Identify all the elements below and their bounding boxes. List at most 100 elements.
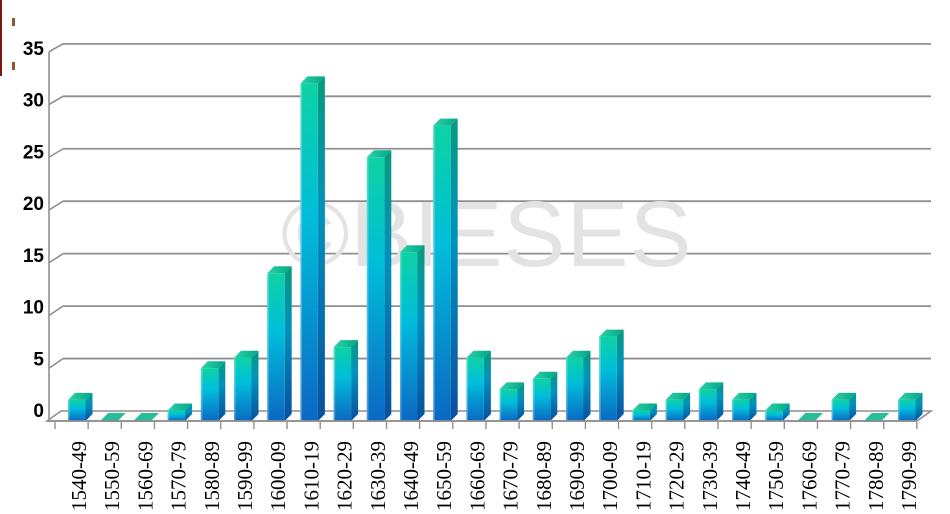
y-tick-label-25: 25 xyxy=(23,142,45,163)
bar-front-1630-39 xyxy=(366,157,385,421)
bar-highlight-1650-59 xyxy=(433,125,435,421)
bar-top-1640-49 xyxy=(400,245,425,253)
x-category-label-1740-49: 1740-49 xyxy=(731,441,755,511)
bar-top-1650-59 xyxy=(433,118,458,126)
bar-front-1750-59 xyxy=(765,410,783,421)
bar-front-1710-19 xyxy=(632,410,650,421)
gridline-connector-10 xyxy=(48,305,64,317)
bar-side-1540-49 xyxy=(85,392,93,421)
bar-side-1710-19 xyxy=(649,403,657,421)
bar-side-1700-09 xyxy=(616,329,624,421)
bar-highlight-1790-99 xyxy=(898,399,900,421)
bar-1680-89 xyxy=(532,371,558,421)
bar-highlight-1600-09 xyxy=(267,273,269,421)
bar-1540-49 xyxy=(68,392,93,421)
bar-highlight-1730-39 xyxy=(698,389,701,421)
bar-1660-69 xyxy=(466,350,491,421)
x-category-label-1560-69: 1560-69 xyxy=(133,441,157,511)
bar-highlight-1660-69 xyxy=(466,357,468,421)
bar-front-1540-49 xyxy=(68,399,86,421)
y-tick-label-15: 15 xyxy=(23,246,45,267)
bar-top-1690-99 xyxy=(566,350,591,358)
y-tick-label-30: 30 xyxy=(23,91,44,112)
bar-1730-39 xyxy=(698,382,724,421)
bar-top-1580-89 xyxy=(200,361,226,369)
bar-side-1670-79 xyxy=(517,382,525,421)
x-category-label-1640-49: 1640-49 xyxy=(399,441,423,511)
x-category-label-1760-69: 1760-69 xyxy=(797,441,821,511)
bar-1700-09 xyxy=(599,329,624,421)
x-category-label-1580-89: 1580-89 xyxy=(200,441,224,511)
bar-front-1770-79 xyxy=(831,399,850,421)
bar-front-1590-99 xyxy=(234,357,252,421)
bar-side-1750-59 xyxy=(782,403,790,421)
bar-zero-top-1780-89 xyxy=(864,413,890,420)
x-category-label-1550-59: 1550-59 xyxy=(100,441,124,511)
x-category-label-1600-09: 1600-09 xyxy=(266,441,290,511)
bar-top-1790-99 xyxy=(898,392,923,400)
x-category-label-1780-89: 1780-89 xyxy=(864,441,888,511)
bar-side-1650-59 xyxy=(450,118,458,421)
bar-highlight-1580-89 xyxy=(200,368,203,421)
y-tick-label-0: 0 xyxy=(33,401,44,422)
gridlines-layer xyxy=(48,42,931,369)
bar-side-1640-49 xyxy=(417,245,425,421)
bar-front-1620-29 xyxy=(333,347,352,421)
bar-top-1670-79 xyxy=(499,382,525,390)
bar-zero-top-1760-69 xyxy=(798,413,823,420)
bar-side-1720-29 xyxy=(683,392,691,421)
bar-front-1690-99 xyxy=(566,357,584,421)
bar-highlight-1710-19 xyxy=(632,410,634,421)
bar-1580-89 xyxy=(200,361,226,421)
bar-front-1740-49 xyxy=(732,399,750,421)
bar-front-1700-09 xyxy=(599,336,617,421)
bar-highlight-1750-59 xyxy=(765,410,767,421)
bar-front-1610-19 xyxy=(300,83,318,422)
bar-side-1610-19 xyxy=(317,76,325,422)
bar-highlight-1720-29 xyxy=(665,399,668,421)
bar-side-1620-29 xyxy=(351,340,359,421)
bar-front-1580-89 xyxy=(200,368,219,421)
bar-top-1680-89 xyxy=(532,371,558,379)
bar-1630-39 xyxy=(366,150,392,421)
gridline-connector-30 xyxy=(48,95,64,106)
bar-highlight-1680-89 xyxy=(532,378,535,421)
bar-top-1570-79 xyxy=(167,403,193,411)
bar-front-1670-79 xyxy=(499,389,518,421)
bar-1620-29 xyxy=(333,340,359,421)
bar-side-1660-69 xyxy=(483,350,491,421)
y-tick-label-35: 35 xyxy=(23,39,45,60)
x-category-label-1570-79: 1570-79 xyxy=(167,441,191,511)
y-tick-label-5: 5 xyxy=(33,349,44,370)
gridline-connector-25 xyxy=(48,148,64,158)
bar-1770-79 xyxy=(831,392,857,421)
bar-highlight-1590-99 xyxy=(234,357,236,421)
x-category-label-1660-69: 1660-69 xyxy=(465,441,489,511)
bar-1640-49 xyxy=(400,245,425,421)
bar-front-1730-39 xyxy=(698,389,717,421)
bar-side-1770-79 xyxy=(849,392,857,421)
bar-1740-49 xyxy=(732,392,757,421)
bar-1710-19 xyxy=(632,403,657,421)
bar-top-1750-59 xyxy=(765,403,790,411)
x-category-label-1630-39: 1630-39 xyxy=(366,441,390,511)
x-category-label-1710-19: 1710-19 xyxy=(631,441,655,511)
x-category-label-1650-59: 1650-59 xyxy=(432,441,456,511)
bar-side-1570-79 xyxy=(185,403,193,421)
bar-front-1680-89 xyxy=(532,378,551,421)
bar-1670-79 xyxy=(499,382,525,421)
x-category-label-1680-89: 1680-89 xyxy=(532,441,556,511)
bar-top-1710-19 xyxy=(632,403,657,411)
gridline-connector-20 xyxy=(48,200,64,211)
bar-1750-59 xyxy=(765,403,790,421)
bar-highlight-1620-29 xyxy=(333,347,336,421)
bar-front-1570-79 xyxy=(167,410,186,421)
x-category-label-1540-49: 1540-49 xyxy=(67,441,91,511)
bar-top-1720-29 xyxy=(665,392,691,400)
bar-1720-29 xyxy=(665,392,691,421)
bar-top-1600-09 xyxy=(267,266,292,274)
bar-front-1650-59 xyxy=(433,125,451,421)
bar-side-1600-09 xyxy=(284,266,292,421)
bar-1600-09 xyxy=(267,266,292,421)
